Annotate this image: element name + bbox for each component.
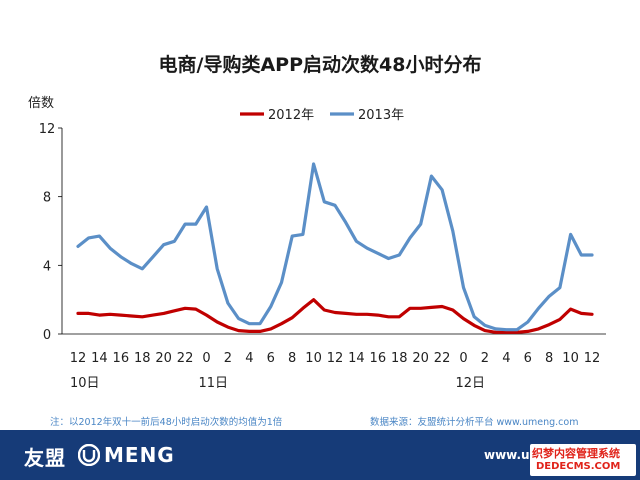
x-tick-label: 8 — [288, 351, 296, 366]
x-tick-label: 20 — [412, 351, 429, 366]
watermark-text-cn: 织梦内容管理系统 — [532, 447, 620, 460]
y-tick-label: 0 — [43, 328, 51, 343]
x-tick-label: 14 — [91, 351, 108, 366]
x-tick-label: 12 — [70, 351, 87, 366]
x-tick-label: 4 — [502, 351, 510, 366]
y-axis-label: 倍数 — [28, 96, 55, 111]
legend-label: 2013年 — [358, 108, 404, 123]
x-tick-label: 12 — [584, 351, 601, 366]
x-day-label: 12日 — [456, 376, 486, 391]
brand-logo-en: MENG — [104, 443, 175, 467]
x-tick-label: 22 — [177, 351, 194, 366]
x-tick-label: 0 — [459, 351, 467, 366]
umeng-logo-icon — [78, 444, 100, 466]
x-tick-label: 6 — [524, 351, 532, 366]
x-tick-label: 22 — [434, 351, 451, 366]
x-tick-label: 12 — [327, 351, 344, 366]
watermark: 织梦内容管理系统 DEDECMS.COM — [530, 444, 636, 476]
x-tick-label: 10 — [562, 351, 579, 366]
footnote-baseline: 注：以2012年双十一前后48小时启动次数的均值为1倍 — [50, 417, 283, 428]
x-tick-label: 8 — [545, 351, 553, 366]
footer-url[interactable]: www.u — [484, 448, 530, 462]
x-tick-label: 20 — [155, 351, 172, 366]
x-tick-label: 18 — [134, 351, 151, 366]
x-tick-label: 14 — [348, 351, 365, 366]
series-line-2012年 — [76, 298, 594, 334]
y-tick-label: 4 — [43, 259, 51, 274]
x-tick-label: 18 — [391, 351, 408, 366]
x-day-label: 10日 — [70, 376, 100, 391]
y-tick-label: 8 — [43, 191, 51, 206]
x-tick-label: 6 — [267, 351, 275, 366]
x-tick-label: 16 — [370, 351, 387, 366]
x-tick-label: 10 — [305, 351, 322, 366]
watermark-text-en: DEDECMS.COM — [536, 461, 621, 472]
chart-title: 电商/导购类APP启动次数48小时分布 — [158, 54, 482, 76]
x-tick-label: 4 — [245, 351, 253, 366]
x-tick-label: 2 — [481, 351, 489, 366]
legend-label: 2012年 — [268, 108, 314, 123]
x-tick-label: 2 — [224, 351, 232, 366]
x-tick-label: 16 — [113, 351, 130, 366]
brand-logo-cn: 友盟 — [24, 446, 66, 470]
y-tick-label: 12 — [39, 122, 56, 137]
x-tick-label: 0 — [202, 351, 210, 366]
x-day-label: 11日 — [199, 376, 229, 391]
series-line-2013年 — [76, 162, 594, 332]
footnote-source: 数据来源：友盟统计分析平台 www.umeng.com — [370, 417, 579, 428]
